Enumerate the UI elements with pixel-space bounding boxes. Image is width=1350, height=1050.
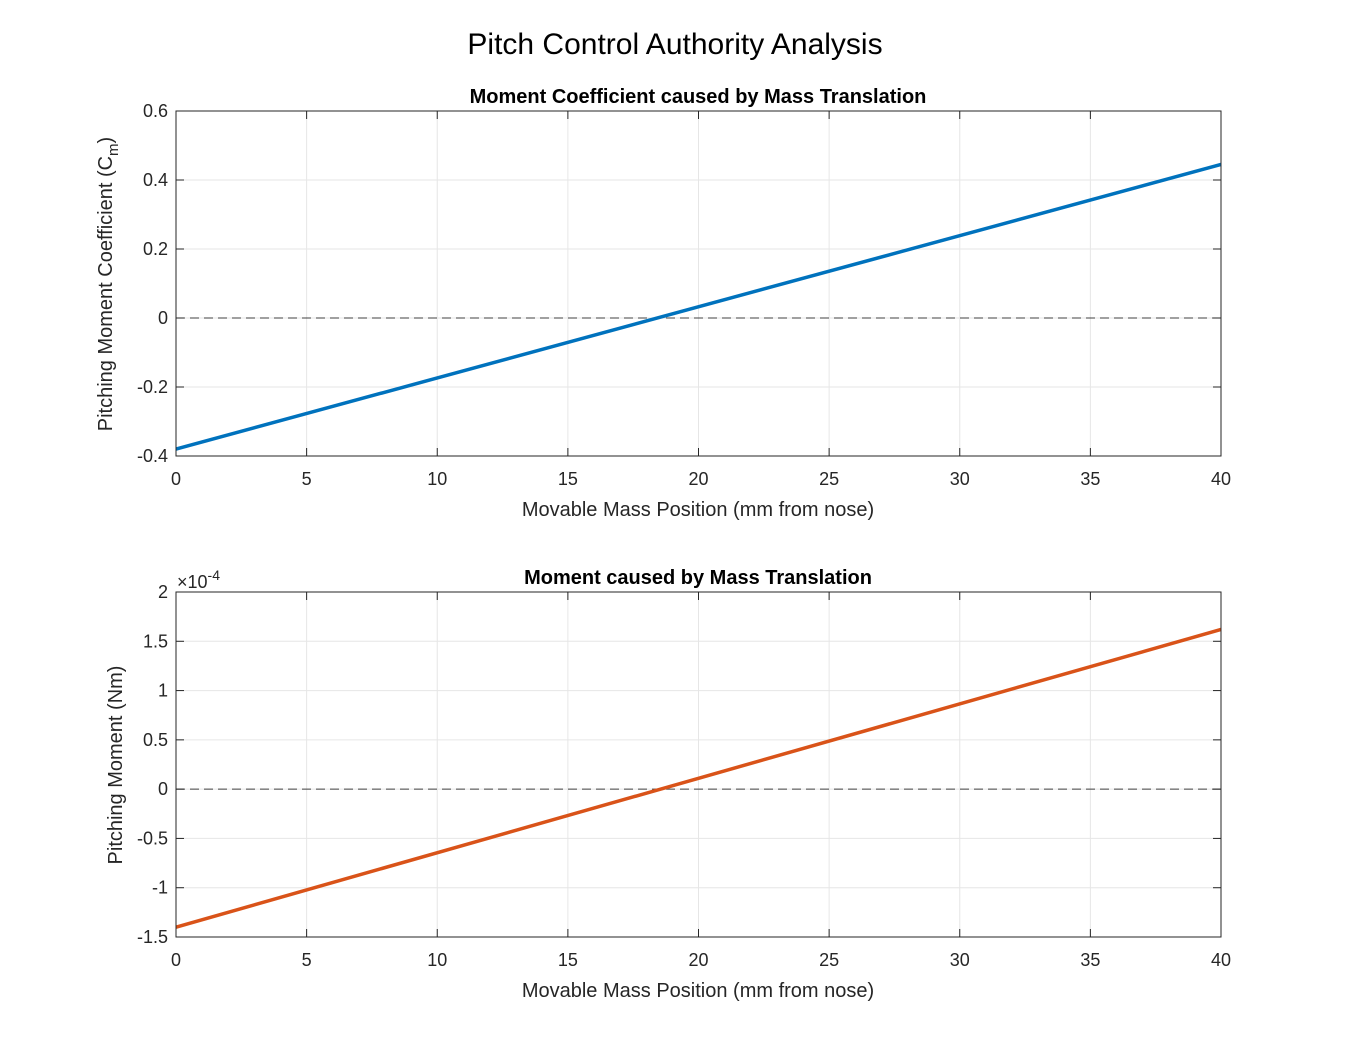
subplot-1-ytick-labels: -0.4 -0.2 0 0.2 0.4 0.6 (137, 101, 168, 466)
subplot-2-xtick-label: 0 (171, 950, 181, 970)
subplot-2-ylabel: Pitching Moment (Nm) (105, 666, 127, 865)
subplot-1: 0 5 10 15 20 25 30 35 40 -0.4 -0.2 0 0.2 0.4 0.6 Mome… (95, 86, 1231, 521)
subplot-2-ticks (175, 591, 1222, 938)
subplot-1-ylabel-tail: ) (95, 137, 117, 144)
subplot-2-exponent-base: ×10 (177, 572, 208, 592)
subplot-1-ylabel-subscript: m (105, 143, 122, 156)
subplot-2-ytick-label: 2 (158, 582, 168, 602)
subplot-1-xtick-label: 40 (1211, 469, 1231, 489)
subplot-2-xtick-label: 25 (819, 950, 839, 970)
subplot-2-exponent-power: -4 (208, 567, 221, 583)
subplot-2-ytick-label: 1 (158, 681, 168, 701)
subplot-2-grid (175, 591, 1222, 938)
subplot-2-ytick-label: -1 (152, 878, 168, 898)
subplot-2-exponent-label: ×10-4 (177, 567, 220, 592)
subplot-2-ytick-labels: -1.5 -1 -0.5 0 0.5 1 1.5 2 (137, 582, 168, 947)
subplot-1-ticks (175, 110, 1222, 457)
subplot-1-xtick-label: 20 (688, 469, 708, 489)
subplot-2-series-line (175, 627, 1222, 929)
subplot-1-xtick-label: 15 (558, 469, 578, 489)
subplot-1-ylabel: Pitching Moment Coefficient (Cm) (95, 137, 122, 431)
subplot-2-ytick-label: -0.5 (137, 828, 168, 848)
subplot-1-ytick-label: 0 (158, 308, 168, 328)
subplot-2-xlabel: Movable Mass Position (mm from nose) (522, 980, 874, 1002)
subplot-1-grid (175, 110, 1222, 457)
subplot-1-xtick-label: 25 (819, 469, 839, 489)
subplot-2-xtick-label: 20 (688, 950, 708, 970)
subplot-2-xtick-label: 30 (950, 950, 970, 970)
subplot-1-xtick-label: 35 (1080, 469, 1100, 489)
subplot-1-ytick-label: -0.2 (137, 377, 168, 397)
subplot-2-xtick-label: 10 (427, 950, 447, 970)
subplot-1-ylabel-main: Pitching Moment Coefficient (C (95, 156, 117, 431)
figure-title: Pitch Control Authority Analysis (467, 28, 883, 61)
subplot-1-ytick-label: 0.2 (143, 239, 168, 259)
subplot-2-xtick-label: 40 (1211, 950, 1231, 970)
subplot-2-title: Moment caused by Mass Translation (524, 567, 872, 589)
subplot-2-ytick-label: -1.5 (137, 927, 168, 947)
subplot-2-ytick-label: 0 (158, 779, 168, 799)
subplot-2-xtick-label: 35 (1080, 950, 1100, 970)
subplot-2-xtick-labels: 0 5 10 15 20 25 30 35 40 (171, 950, 1231, 970)
subplot-2-xtick-label: 15 (558, 950, 578, 970)
subplot-1-series-line (175, 162, 1222, 451)
subplot-1-ytick-label: 0.4 (143, 170, 168, 190)
subplot-1-xtick-label: 10 (427, 469, 447, 489)
subplot-2: 0 5 10 15 20 25 30 35 40 -1.5 -1 -0.5 0 0.5 1 1.5 2 Mom… (105, 567, 1231, 1002)
subplot-1-ytick-label: -0.4 (137, 446, 168, 466)
subplot-1-xtick-label: 30 (950, 469, 970, 489)
subplot-1-xtick-labels: 0 5 10 15 20 25 30 35 40 (171, 469, 1231, 489)
subplot-1-xlabel: Movable Mass Position (mm from nose) (522, 499, 874, 521)
subplot-1-xtick-label: 0 (171, 469, 181, 489)
subplot-2-ytick-label: 1.5 (143, 631, 168, 651)
subplot-1-title: Moment Coefficient caused by Mass Transl… (470, 86, 927, 108)
subplot-2-ytick-label: 0.5 (143, 730, 168, 750)
subplot-1-ytick-label: 0.6 (143, 101, 168, 121)
subplot-1-xtick-label: 5 (302, 469, 312, 489)
subplot-2-xtick-label: 5 (302, 950, 312, 970)
